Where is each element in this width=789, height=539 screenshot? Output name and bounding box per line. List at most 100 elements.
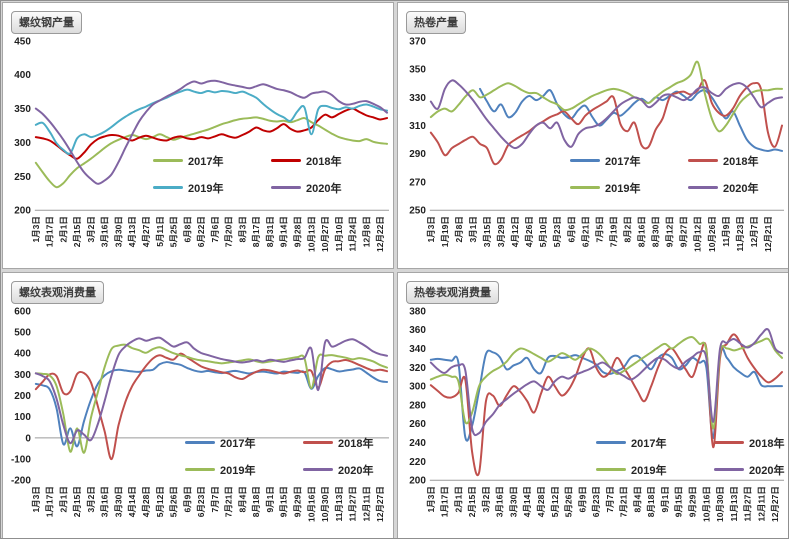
x-tick-label: 7月7日 (605, 486, 615, 512)
chart-panel-hrc-production[interactable]: 热卷产量 370 350 330 310 290 270 250 1月3日 1月19日 2月8日 3… (397, 2, 788, 269)
x-tick-label: 3月16日 (100, 216, 110, 247)
x-tick-label: 8月3日 (237, 216, 247, 242)
x-tick-label: 4月28日 (536, 486, 546, 517)
x-tick-label: 10月13日 (306, 216, 316, 252)
x-tick-label: 1月17日 (45, 486, 55, 517)
x-tick-label: 6月23日 (591, 486, 601, 517)
x-tick-label: 10月26日 (707, 216, 717, 252)
x-tick-label: 6月9日 (577, 486, 587, 512)
legend-item-2018年[interactable]: 2018年 (303, 435, 421, 451)
x-tick-label: 4月13日 (127, 216, 137, 247)
legend-item-2018年[interactable]: 2018年 (271, 153, 389, 169)
legend-item-2019年[interactable]: 2019年 (596, 462, 714, 478)
series-line-2018年 (34, 107, 389, 160)
y-tick-label: 350 (14, 104, 31, 115)
y-tick-label: 200 (409, 476, 426, 487)
x-tick-label: 11月13日 (729, 486, 739, 521)
series-line-2019年 (429, 335, 784, 430)
y-tick-label: 260 (409, 419, 426, 430)
legend-swatch-icon (303, 441, 333, 444)
x-tick-label: 7月19日 (608, 216, 618, 247)
legend-label: 2018年 (723, 155, 759, 168)
y-tick-label: 400 (14, 349, 31, 360)
x-tick-label: 2月1日 (58, 216, 68, 242)
x-tick-label: 12月21日 (763, 216, 773, 252)
x-tick-label: 1月3日 (426, 216, 436, 242)
legend-item-2019年[interactable]: 2019年 (153, 180, 271, 196)
x-tick-label: 8月2日 (622, 216, 632, 242)
x-tick-label: 9月29日 (292, 486, 302, 517)
chart-panel-rebar-consumption[interactable]: 螺纹表观消费量 600 500 400 300 200 100 0 -100 -200 1月3日 1… (2, 272, 394, 538)
y-tick-label: 340 (409, 344, 426, 355)
legend-item-2020年[interactable]: 2020年 (303, 462, 421, 478)
x-tick-label: 7月21日 (224, 486, 234, 517)
legend-item-2020年[interactable]: 2020年 (688, 180, 788, 196)
y-tick-label: 450 (14, 36, 31, 47)
y-tick-label: 250 (14, 172, 31, 183)
legend-label: 2019年 (188, 182, 224, 195)
x-tick-label: 12月11日 (756, 486, 766, 521)
x-tick-label: 5月23日 (552, 216, 562, 247)
legend-label: 2017年 (220, 437, 256, 450)
legend-hrc-production: 2017年 2018年 2019年 2020年 (570, 147, 788, 201)
legend-item-2017年[interactable]: 2017年 (570, 153, 688, 169)
y-tick-label: 360 (409, 325, 426, 336)
y-tick-label: 400 (14, 70, 31, 81)
legend-swatch-icon (271, 159, 301, 162)
x-tick-label: 3月16日 (100, 486, 110, 517)
y-tick-label: 300 (14, 138, 31, 149)
x-tick-label: 5月10日 (538, 216, 548, 247)
legend-rebar-consumption: 2017年 2018年 2019年 2020年 (185, 429, 421, 483)
x-tick-label: 11月27日 (743, 486, 753, 521)
legend-item-2017年[interactable]: 2017年 (185, 435, 303, 451)
legend-swatch-icon (596, 468, 626, 471)
chart-panel-rebar-production[interactable]: 螺纹钢产量 450 400 350 300 250 200 1月3日 1月17日 2月1日 2月1… (2, 2, 394, 269)
x-tick-label: 9月27日 (679, 216, 689, 247)
x-tick-label: 5月12日 (155, 486, 165, 517)
legend-rebar-production: 2017年 2018年 2019年 2020年 (153, 147, 389, 201)
y-tick-label: 320 (409, 363, 426, 374)
x-tick-label: 2月8日 (454, 216, 464, 242)
legend-swatch-icon (570, 159, 600, 162)
x-tick-label: 6月6日 (566, 216, 576, 242)
x-tick-label: 12月8日 (361, 216, 371, 247)
x-tick-label: 4月12日 (510, 216, 520, 247)
x-tick-label: 10月16日 (306, 486, 316, 522)
legend-label: 2020年 (338, 464, 374, 477)
y-tick-label: 500 (14, 328, 31, 339)
x-tick-label: 6月21日 (580, 216, 590, 247)
legend-label: 2019年 (220, 464, 256, 477)
legend-swatch-icon (714, 441, 744, 444)
legend-label: 2019年 (631, 464, 667, 477)
x-tick-label: 5月26日 (169, 486, 179, 517)
legend-swatch-icon (714, 468, 744, 471)
legend-item-2019年[interactable]: 2019年 (570, 180, 688, 196)
x-tick-label: 8月16日 (637, 216, 647, 247)
legend-item-2017年[interactable]: 2017年 (153, 153, 271, 169)
legend-item-2020年[interactable]: 2020年 (271, 180, 389, 196)
x-tick-label: 8月18日 (251, 486, 261, 517)
legend-item-2019年[interactable]: 2019年 (185, 462, 303, 478)
x-tick-label: 8月18日 (646, 486, 656, 517)
y-tick-label: 290 (409, 149, 426, 160)
x-tick-label: 3月2日 (86, 486, 96, 512)
chart-title-hrc-production: 热卷产量 (406, 11, 466, 34)
x-tick-label: 8月31日 (265, 216, 275, 247)
x-tick-label: 3月2日 (86, 216, 96, 242)
legend-swatch-icon (271, 186, 301, 189)
x-tick-label: 6月23日 (196, 486, 206, 517)
legend-item-2017年[interactable]: 2017年 (596, 435, 714, 451)
legend-item-2018年[interactable]: 2018年 (714, 435, 788, 451)
series-line-2020年 (34, 336, 389, 445)
legend-item-2018年[interactable]: 2018年 (688, 153, 788, 169)
legend-swatch-icon (688, 186, 718, 189)
x-tick-label: 3月29日 (496, 216, 506, 247)
y-tick-label: 300 (14, 370, 31, 381)
legend-swatch-icon (185, 441, 215, 444)
legend-item-2020年[interactable]: 2020年 (714, 462, 788, 478)
y-tick-label: 300 (409, 382, 426, 393)
chart-panel-hrc-consumption[interactable]: 热卷表观消费量 380 360 340 320 300 280 260 240 220 200 1月… (397, 272, 788, 538)
x-tick-label: 3月15日 (482, 216, 492, 247)
